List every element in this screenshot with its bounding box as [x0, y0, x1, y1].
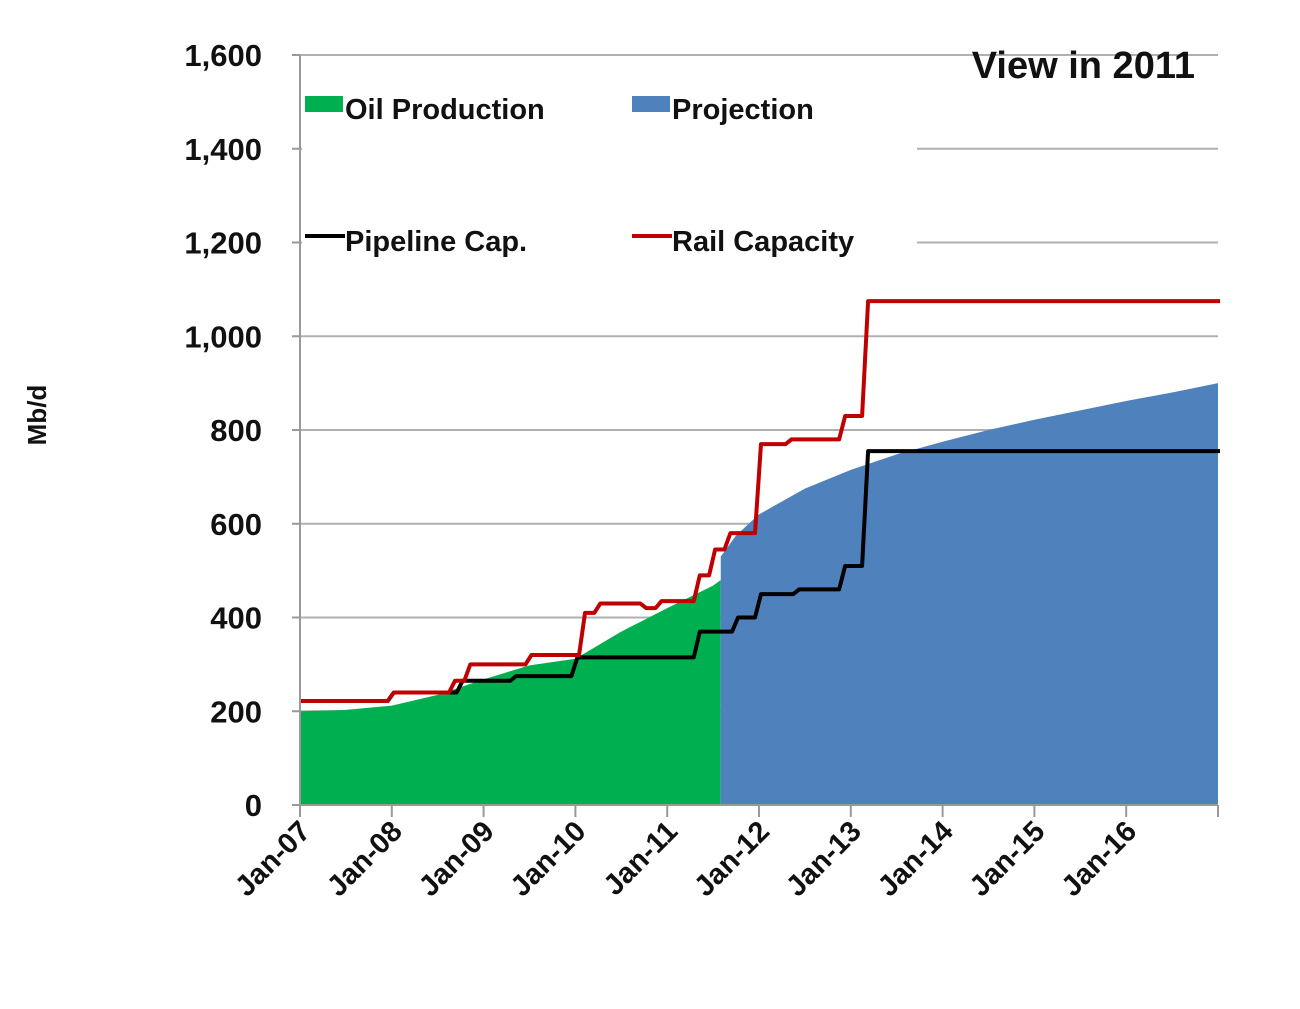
legend-background — [302, 80, 917, 270]
y-tick-label: 1,600 — [184, 38, 262, 73]
legend-swatch — [632, 96, 670, 112]
legend-label: Rail Capacity — [672, 226, 854, 258]
lines — [300, 299, 1220, 703]
x-tick-label: Jan-09 — [413, 815, 501, 903]
y-axis-label: Mb/d — [22, 385, 52, 446]
y-tick-label: 600 — [210, 507, 262, 542]
line-pipeline-cap- — [300, 449, 1220, 703]
x-tick-label: Jan-10 — [505, 815, 593, 903]
line-rail-capacity — [300, 299, 1220, 703]
y-tick-label: 0 — [245, 788, 262, 823]
areas — [300, 383, 1218, 805]
x-tick-label: Jan-16 — [1056, 815, 1144, 903]
y-tick-label: 200 — [210, 694, 262, 729]
x-tick-label: Jan-15 — [964, 815, 1052, 903]
legend-label: Projection — [672, 94, 814, 126]
x-tick-label: Jan-07 — [229, 815, 317, 903]
x-tick-label: Jan-11 — [598, 815, 684, 901]
chart-title: View in 2011 — [972, 45, 1195, 87]
legend-label: Oil Production — [345, 94, 545, 126]
legend: Oil Production Projection Pipeline Cap. Rai… — [302, 80, 917, 270]
y-tick-label: 400 — [210, 601, 262, 636]
x-tick-label: Jan-08 — [321, 815, 409, 903]
x-tick-label: Jan-12 — [688, 815, 776, 903]
x-tick-label: Jan-13 — [780, 815, 868, 903]
y-tick-label: 1,400 — [184, 132, 262, 167]
legend-swatch — [305, 96, 343, 112]
area-oil-production — [300, 580, 721, 805]
y-tick-label: 1,200 — [184, 226, 262, 261]
area-projection — [720, 383, 1218, 805]
x-tick-label: Jan-14 — [872, 815, 960, 903]
y-tick-label: 800 — [210, 413, 262, 448]
y-tick-label: 1,000 — [184, 319, 262, 354]
legend-label: Pipeline Cap. — [345, 226, 527, 258]
